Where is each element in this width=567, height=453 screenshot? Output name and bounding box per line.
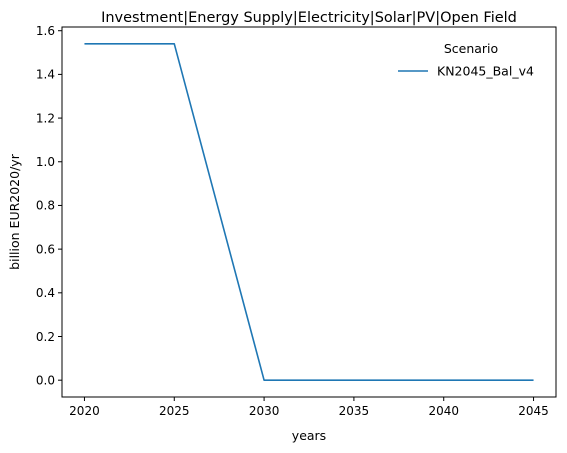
y-tick-label: 1.0 (36, 155, 55, 169)
y-tick-label: 0.8 (36, 199, 55, 213)
series-line (84, 43, 534, 381)
plot-frame (61, 26, 557, 398)
x-tick-label: 2030 (249, 404, 280, 418)
legend-label: KN2045_Bal_v4 (437, 64, 534, 79)
x-tick-label: 2025 (159, 404, 190, 418)
x-axis-label: years (292, 428, 326, 443)
y-axis-label: billion EUR2020/yr (7, 153, 22, 270)
plot-area (61, 26, 557, 398)
y-tick-label: 0.0 (36, 373, 55, 387)
y-axis: 0.0 0.2 0.4 0.6 0.8 1.0 1.2 1.4 1.6 (36, 24, 62, 387)
y-tick-label: 0.6 (36, 242, 55, 256)
series-layer (84, 43, 534, 381)
legend-title: Scenario (444, 41, 498, 56)
y-tick-label: 0.2 (36, 330, 55, 344)
y-tick-label: 1.2 (36, 111, 55, 125)
y-tick-label: 1.6 (36, 24, 55, 38)
y-tick-label: 1.4 (36, 68, 55, 82)
x-tick-label: 2040 (428, 404, 459, 418)
chart-title: Investment|Energy Supply|Electricity|Sol… (101, 10, 517, 26)
x-tick-label: 2045 (518, 404, 549, 418)
x-tick-label: 2020 (69, 404, 100, 418)
x-axis: 2020 2025 2030 2035 2040 2045 (69, 397, 549, 418)
y-tick-label: 0.4 (36, 286, 55, 300)
legend: Scenario KN2045_Bal_v4 (398, 41, 534, 79)
x-tick-label: 2035 (339, 404, 370, 418)
